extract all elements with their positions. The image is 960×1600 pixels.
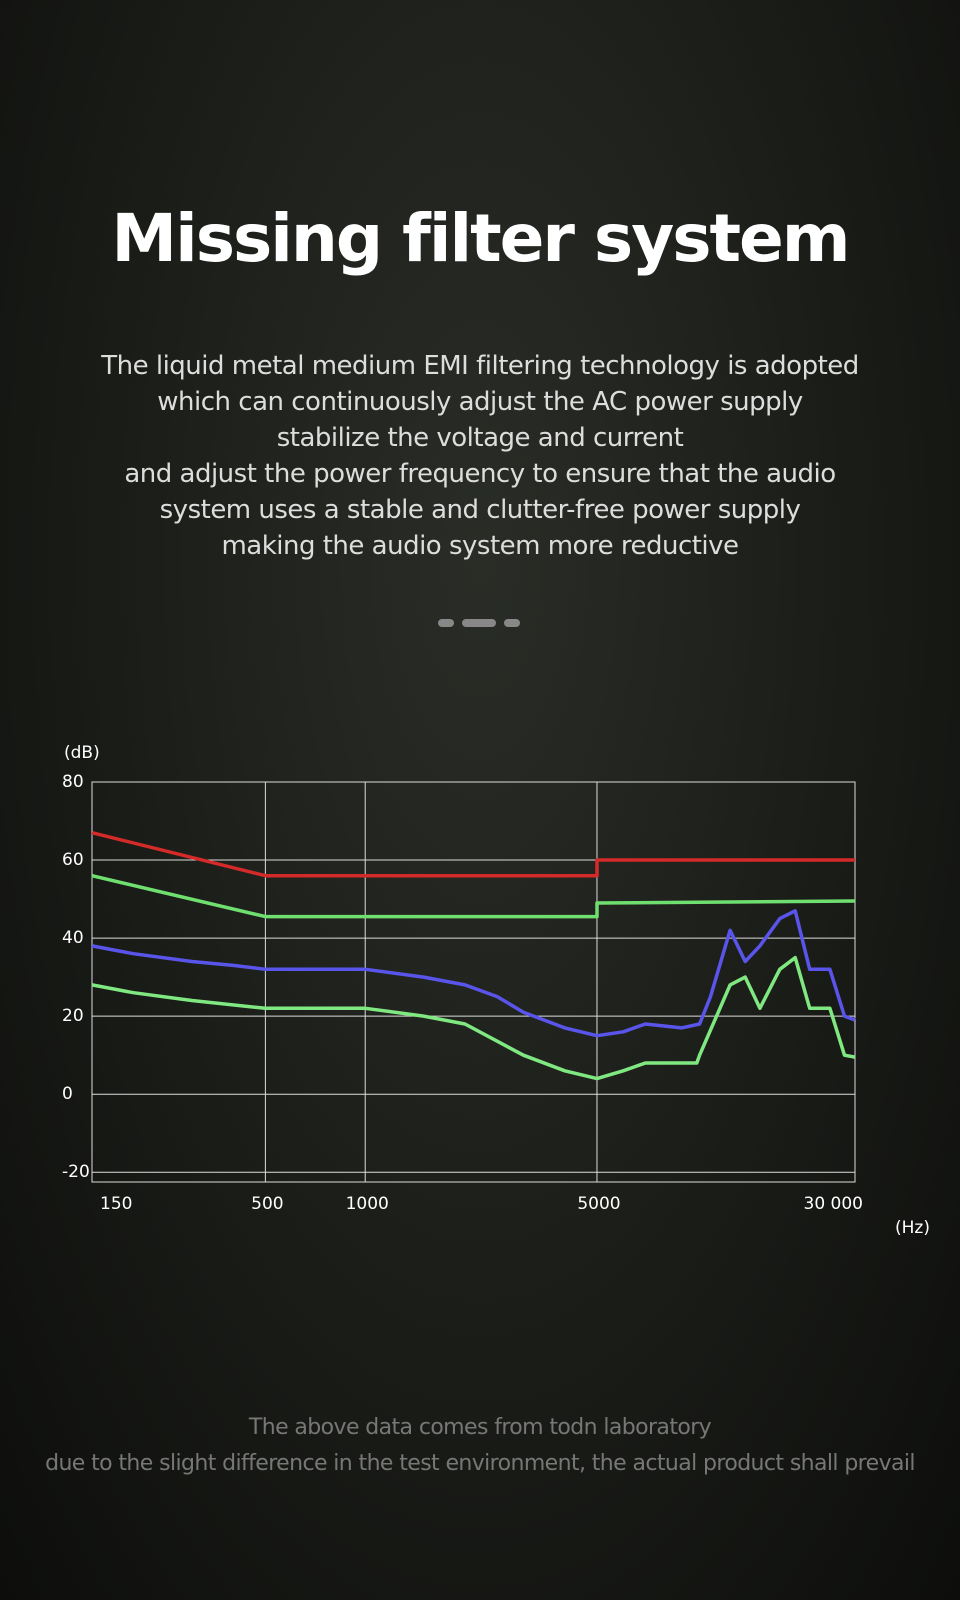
footer-line: The above data comes from todn laborator…	[248, 1415, 712, 1440]
x-tick-label: 5000	[577, 1194, 620, 1214]
data-line	[91, 873, 856, 919]
data-line	[91, 955, 856, 1081]
description: The liquid metal medium EMI filtering te…	[0, 348, 960, 564]
y-tick-label: 40	[62, 928, 84, 948]
y-tick-label: 20	[62, 1006, 84, 1026]
description-line: system uses a stable and clutter-free po…	[159, 495, 801, 525]
x-axis-label: (Hz)	[895, 1218, 930, 1238]
page-title: Missing filter system	[111, 200, 850, 277]
y-axis-label: (dB)	[64, 743, 100, 763]
description-line: stabilize the voltage and current	[276, 423, 684, 453]
data-line	[91, 831, 855, 878]
description-line: The liquid metal medium EMI filtering te…	[101, 351, 859, 381]
description-line: which can continuously adjust the AC pow…	[157, 387, 803, 417]
y-tick-label: 80	[62, 772, 84, 792]
description-line: making the audio system more reductive	[221, 531, 739, 561]
y-tick-label: -20	[62, 1162, 90, 1182]
x-tick-label: 30 000	[804, 1194, 863, 1214]
footer-line: due to the slight difference in the test…	[45, 1451, 915, 1476]
data-line	[91, 909, 856, 1038]
y-tick-label: 60	[62, 850, 84, 870]
y-tick-label: 0	[62, 1084, 73, 1104]
pager-dots	[438, 612, 528, 631]
plot-frame	[91, 781, 856, 1183]
x-tick-label: 500	[251, 1194, 283, 1214]
footer: The above data comes from todn laborator…	[0, 1410, 960, 1482]
description-line: and adjust the power frequency to ensure…	[124, 459, 836, 489]
x-tick-label: 1000	[346, 1194, 389, 1214]
x-tick-label: 150	[100, 1194, 132, 1214]
